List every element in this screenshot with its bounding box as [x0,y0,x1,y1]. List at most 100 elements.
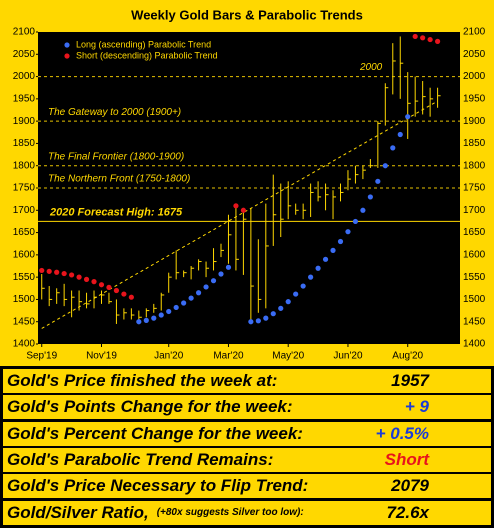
trend-dot [300,283,306,289]
trend-dot [337,238,344,245]
table-row: Gold's Price finished the week at: 1957 [3,369,491,393]
trend-dot [218,271,224,277]
y2-tick-label: 1600 [463,249,486,260]
y2-tick-label: 1550 [463,272,486,283]
y-tick-label: 1450 [13,316,36,327]
trend-dot [143,317,149,323]
y2-tick-label: 1700 [463,205,486,216]
trend-dot [83,276,90,282]
reference-label: The Final Frontier (1800-1900) [48,151,184,162]
legend-marker [64,53,70,59]
y2-tick-label: 1950 [463,93,486,104]
trend-dot [173,304,179,311]
trend-dot [263,315,269,321]
chart: Weekly Gold Bars & Parabolic Trends 1400… [0,0,494,366]
row-value: 72.6x [386,502,429,522]
row-label: Gold's Points Change for the week: [7,397,293,417]
x-tick-label: May'20 [272,351,304,362]
y-tick-label: 1400 [13,339,36,350]
trend-dot [61,270,67,277]
trend-dot [158,312,164,318]
y2-tick-label: 1500 [463,294,486,305]
trend-dot [248,319,254,325]
y2-tick-label: 1400 [463,339,486,350]
trend-dot [188,295,194,301]
y-tick-label: 1850 [13,138,36,149]
trend-dot [128,294,134,300]
table-row: Gold's Price Necessary to Flip Trend: 207… [3,474,491,499]
row-label: Gold's Price finished the week at: [7,371,278,390]
y-tick-label: 1950 [13,93,36,104]
trend-dot [382,163,388,169]
trend-dot [233,203,239,209]
trend-dot [345,229,351,235]
y2-tick-label: 2000 [463,71,486,82]
trend-dot [255,318,261,324]
trend-dot [98,282,105,288]
y-tick-label: 2050 [13,49,36,60]
trend-dot [270,311,276,317]
trend-dot [181,300,187,306]
y-tick-label: 1800 [13,160,36,171]
legend-label: Long (ascending) Parabolic Trend [76,39,211,49]
table-row: Gold's Points Change for the week: + 9 [3,395,491,420]
trend-dot [390,145,396,151]
y-tick-label: 1550 [13,272,36,283]
trend-dot [136,319,142,325]
trend-dot [352,218,359,225]
row-label: Gold's Parabolic Trend Remains: [7,449,274,469]
row-value: Short [384,449,429,469]
trend-dot [76,274,82,280]
row-value: + 0.5% [375,423,429,443]
x-tick-label: Jan'20 [154,351,184,362]
trend-dot [195,290,202,296]
y-tick-label: 1500 [13,294,36,305]
trend-dot [121,291,127,297]
y2-tick-label: 1650 [463,227,486,238]
y2-tick-label: 1900 [463,116,486,127]
trend-dot [46,268,52,274]
row-value: + 9 [404,397,429,417]
trend-line [41,100,438,329]
trend-dot [315,265,321,271]
trend-dot [405,114,411,120]
y2-tick-label: 2100 [463,27,486,38]
trend-dot [360,207,366,213]
trend-dot [69,272,75,278]
trend-dot [367,194,373,200]
trend-dot [285,299,291,305]
reference-label: The Gateway to 2000 (1900+) [48,107,181,118]
reference-label: 2020 Forecast High: 1675 [49,206,183,218]
trend-dot [330,247,336,253]
y-tick-label: 1750 [13,183,36,194]
table-row: Gold's Percent Change for the week: + 0.5… [3,421,491,446]
trend-dot [210,278,217,284]
y-tick-label: 1650 [13,227,36,238]
reference-label: The Northern Front (1750-1800) [48,174,190,185]
y2-tick-label: 2050 [463,49,486,60]
trend-dot [54,269,60,275]
trend-dot [106,284,112,290]
row-label: Gold/Silver Ratio, [7,502,149,522]
trend-dot [203,284,209,290]
trend-dot [151,315,157,321]
trend-dot [434,38,441,44]
trend-dot [225,264,232,270]
row-value: 1957 [391,371,429,390]
trend-dot [308,274,314,280]
y2-tick-label: 1450 [463,316,486,327]
trend-dot [375,178,381,184]
legend-marker [64,42,70,48]
trend-dot [427,36,433,43]
trend-dot [166,308,172,315]
trend-dot [278,305,284,311]
chart-title: Weekly Gold Bars & Parabolic Trends [131,7,363,22]
reference-label: 2000 [359,62,383,73]
y2-tick-label: 1800 [463,160,486,171]
row-label: Gold's Price Necessary to Flip Trend: [7,476,309,496]
y-tick-label: 1600 [13,249,36,260]
x-tick-label: Nov'19 [86,351,117,362]
y2-tick-label: 1750 [463,183,486,194]
row-note: (+80x suggests Silver too low): [156,507,304,518]
